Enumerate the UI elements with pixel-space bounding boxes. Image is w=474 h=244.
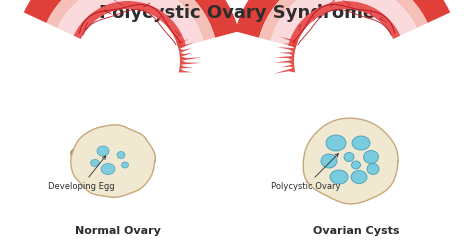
Polygon shape <box>71 125 155 197</box>
Ellipse shape <box>344 152 354 162</box>
Ellipse shape <box>305 145 337 166</box>
Polygon shape <box>180 64 192 69</box>
Polygon shape <box>180 56 201 61</box>
Polygon shape <box>274 56 294 61</box>
Ellipse shape <box>117 152 125 159</box>
Ellipse shape <box>364 151 379 163</box>
Polygon shape <box>282 64 294 69</box>
Ellipse shape <box>326 135 346 151</box>
Polygon shape <box>277 47 295 53</box>
Ellipse shape <box>352 136 370 150</box>
Ellipse shape <box>101 163 115 174</box>
Polygon shape <box>177 42 194 49</box>
Ellipse shape <box>121 162 128 168</box>
Polygon shape <box>46 0 215 41</box>
Ellipse shape <box>91 160 100 166</box>
Ellipse shape <box>321 154 337 168</box>
Polygon shape <box>179 68 192 72</box>
Text: Developing Egg: Developing Egg <box>48 156 115 191</box>
Polygon shape <box>235 0 450 38</box>
Polygon shape <box>279 52 295 57</box>
Ellipse shape <box>70 146 100 165</box>
Polygon shape <box>176 39 189 46</box>
Text: Polycystic Ovary Syndrome: Polycystic Ovary Syndrome <box>99 4 375 22</box>
Polygon shape <box>273 60 294 65</box>
Polygon shape <box>271 0 417 45</box>
Ellipse shape <box>352 161 361 169</box>
Polygon shape <box>179 52 193 57</box>
Text: Normal Ovary: Normal Ovary <box>75 226 161 236</box>
Polygon shape <box>259 0 428 41</box>
Ellipse shape <box>351 171 367 183</box>
Polygon shape <box>280 37 298 46</box>
Polygon shape <box>180 60 201 65</box>
Polygon shape <box>57 0 203 45</box>
Polygon shape <box>288 1 401 48</box>
Polygon shape <box>283 43 297 49</box>
Ellipse shape <box>367 163 379 174</box>
Polygon shape <box>179 48 191 53</box>
Polygon shape <box>273 68 295 74</box>
Text: Polycystic Ovary: Polycystic Ovary <box>271 154 340 191</box>
Polygon shape <box>24 0 239 38</box>
Ellipse shape <box>330 170 348 184</box>
Ellipse shape <box>97 146 109 156</box>
Polygon shape <box>303 118 398 204</box>
Text: Ovarian Cysts: Ovarian Cysts <box>313 226 399 236</box>
Polygon shape <box>73 1 186 48</box>
